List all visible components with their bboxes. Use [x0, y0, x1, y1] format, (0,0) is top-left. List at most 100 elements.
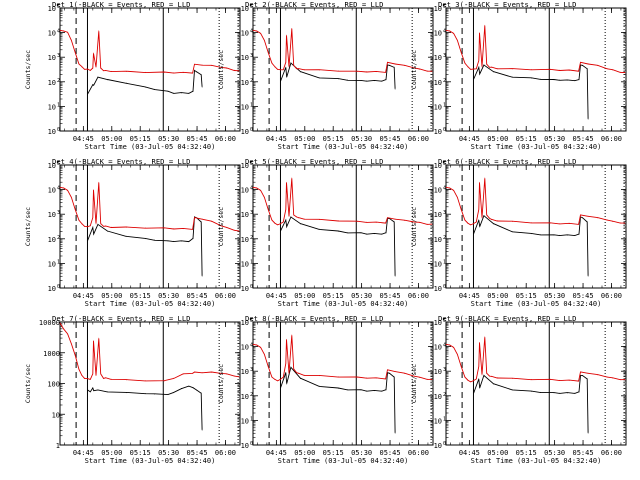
- data-point-events: [192, 238, 194, 240]
- data-point-lld: [489, 375, 490, 377]
- plot-frame: [445, 7, 627, 132]
- x-tick-label: 05:15: [323, 292, 344, 300]
- data-point-events: [97, 76, 99, 78]
- data-point-lld: [100, 373, 101, 375]
- data-point-lld: [163, 227, 165, 229]
- data-point-lld: [303, 218, 305, 220]
- tick-label-exponent: 3: [443, 53, 446, 59]
- data-point-events: [93, 234, 94, 235]
- x-tick-label: 05:30: [544, 292, 565, 300]
- data-point-lld: [84, 68, 85, 70]
- data-point-lld: [100, 68, 101, 69]
- data-point-lld: [568, 380, 570, 381]
- data-point-lld: [277, 224, 278, 225]
- y-tick-label: 10 4: [48, 29, 60, 38]
- data-point-lld: [476, 68, 477, 69]
- data-point-lld: [568, 70, 570, 71]
- y-axis-label: Counts/sec: [217, 364, 225, 403]
- tick-label-base: 10: [48, 162, 56, 170]
- y-tick-label: 10 1: [241, 259, 253, 268]
- data-point-lld: [67, 190, 68, 191]
- data-point-events: [194, 216, 195, 217]
- data-point-events: [290, 216, 292, 217]
- tick-label-exponent: 1: [57, 102, 60, 108]
- x-tick-label: 05:15: [323, 135, 344, 143]
- y-tick-label: 10 2: [434, 235, 446, 244]
- data-point-lld: [481, 66, 483, 68]
- data-point-lld: [445, 30, 447, 32]
- data-point-lld: [71, 39, 72, 41]
- data-point-lld: [531, 379, 532, 380]
- data-point-lld: [476, 378, 477, 379]
- data-point-events: [586, 221, 588, 222]
- data-point-lld: [238, 231, 240, 232]
- data-point-events: [286, 226, 288, 228]
- data-point-lld: [201, 372, 203, 373]
- y-axis-label: Counts/sec: [24, 207, 32, 246]
- tick-label-base: 10: [48, 103, 56, 111]
- data-point-lld: [84, 377, 85, 379]
- y-tick-label: 10 5: [241, 161, 253, 170]
- series-line-events: [87, 385, 203, 430]
- data-point-events: [574, 392, 576, 394]
- data-point-lld: [356, 377, 358, 378]
- data-point-lld: [93, 340, 94, 341]
- x-tick-label: 04:45: [459, 449, 480, 457]
- y-tick-label: 10 3: [241, 53, 253, 62]
- y-tick-label: 10 5: [241, 318, 253, 327]
- tick-label-exponent: 3: [250, 210, 253, 216]
- x-tick-label: 04:45: [73, 292, 94, 300]
- x-tick-label: 05:30: [158, 449, 179, 457]
- tick-label-exponent: 3: [57, 210, 60, 216]
- y-tick-label: 10 3: [434, 53, 446, 62]
- data-point-lld: [481, 374, 483, 376]
- data-point-events: [394, 433, 396, 434]
- data-point-lld: [285, 363, 287, 365]
- series-line-lld: [252, 178, 433, 226]
- data-point-lld: [286, 34, 287, 36]
- series-line-lld: [445, 25, 626, 73]
- x-tick-label: 05:00: [487, 292, 508, 300]
- data-point-lld: [260, 33, 261, 34]
- tick-label-base: 10: [434, 162, 442, 170]
- data-point-events: [194, 69, 195, 71]
- x-tick-label: 06:00: [601, 135, 622, 143]
- data-point-lld: [280, 69, 281, 71]
- data-point-lld: [419, 69, 421, 70]
- tick-label-base: 10: [434, 368, 442, 376]
- y-tick-label: 10 3: [48, 53, 60, 62]
- data-point-lld: [286, 181, 287, 183]
- data-point-events: [559, 234, 560, 236]
- data-point-lld: [449, 344, 451, 346]
- data-point-lld: [512, 378, 513, 379]
- tick-label-exponent: 2: [250, 235, 253, 241]
- x-axis-label: Start Time (03-Jul-05 04:32:40): [471, 300, 602, 308]
- y-tick-label: 10 3: [241, 210, 253, 219]
- data-point-events: [553, 234, 555, 236]
- tick-label-base: 10: [241, 393, 249, 401]
- x-tick-label: 05:00: [487, 135, 508, 143]
- data-point-lld: [291, 177, 293, 179]
- data-point-events: [167, 393, 169, 395]
- data-point-lld: [105, 226, 106, 227]
- data-point-events: [479, 226, 481, 228]
- tick-label-base: 10: [241, 79, 249, 87]
- x-tick-label: 04:45: [459, 292, 480, 300]
- data-point-lld: [385, 71, 386, 73]
- x-axis-label: Start Time (03-Jul-05 04:32:40): [278, 300, 409, 308]
- tick-label-exponent: 2: [443, 235, 446, 241]
- y-tick-label: 10 1: [434, 259, 446, 268]
- data-point-lld: [620, 379, 621, 380]
- y-axis-label: Counts/sec: [24, 364, 32, 403]
- data-point-lld: [580, 372, 581, 373]
- data-point-events: [347, 79, 349, 81]
- data-point-lld: [163, 72, 165, 73]
- data-point-lld: [194, 372, 195, 373]
- data-point-lld: [238, 376, 240, 378]
- x-tick-label: 05:30: [351, 449, 372, 457]
- y-tick-label: 10 2: [434, 392, 446, 401]
- data-point-lld: [470, 381, 471, 382]
- data-point-lld: [319, 219, 320, 220]
- data-point-events: [181, 92, 182, 94]
